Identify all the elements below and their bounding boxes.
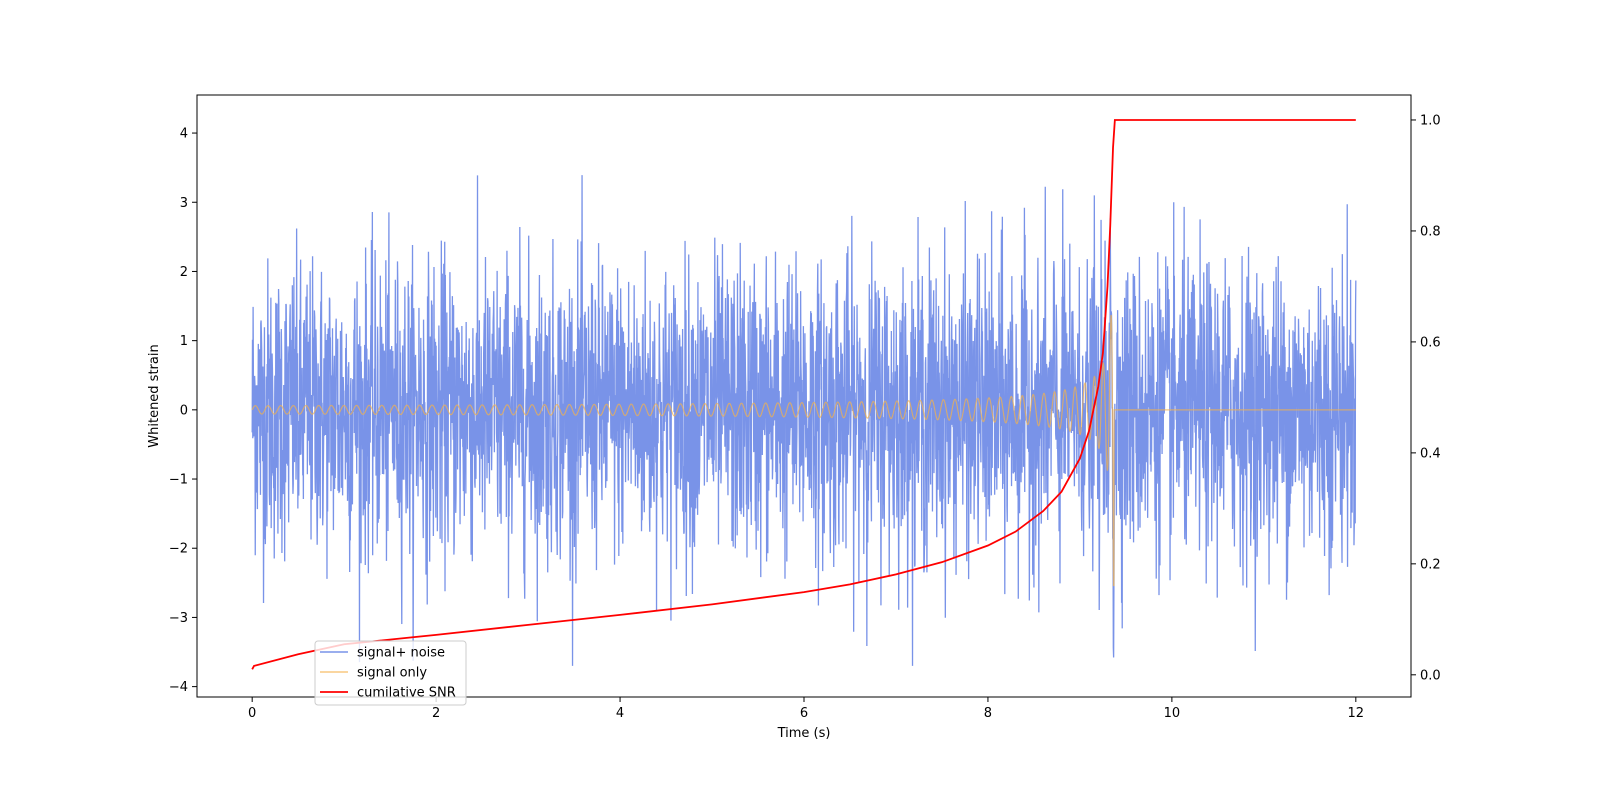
x-axis-label: Time (s) (777, 726, 831, 741)
y-tick-label: −4 (169, 680, 188, 695)
y2-tick-label: 0.0 (1420, 668, 1441, 683)
y2-tick-label: 1.0 (1420, 113, 1441, 128)
cumulative-snr-series (251, 119, 1356, 670)
legend-label: signal+ noise (357, 646, 445, 661)
signal-noise-series (251, 175, 1357, 666)
y-tick-label: −2 (169, 542, 188, 557)
x-tick-label: 0 (248, 706, 256, 721)
cumulative-snr-line (251, 119, 1356, 670)
signal-only-series (251, 314, 1356, 587)
y-axis-label: Whitened strain (147, 344, 162, 447)
y-tick-label: 0 (180, 403, 188, 418)
y-tick-label: 1 (180, 334, 188, 349)
legend-label: cumilative SNR (357, 686, 456, 701)
x-tick-label: 10 (1164, 706, 1181, 721)
y2-tick-label: 0.4 (1420, 446, 1441, 461)
y-axis-left: −4 −3 −2 −1 0 1 2 3 4 (169, 127, 197, 695)
legend: signal+ noise signal only cumilative SNR (314, 640, 467, 706)
y-tick-label: 3 (180, 196, 188, 211)
y2-tick-label: 0.2 (1420, 557, 1441, 572)
y2-tick-label: 0.8 (1420, 224, 1441, 239)
legend-box (314, 640, 467, 706)
x-axis: 0 2 4 6 8 10 12 (248, 697, 1364, 721)
y-tick-label: 4 (180, 127, 188, 142)
signal-noise-line (251, 175, 1357, 666)
x-tick-label: 12 (1348, 706, 1365, 721)
x-tick-label: 8 (984, 706, 992, 721)
y-axis-right: 0.0 0.2 0.4 0.6 0.8 1.0 (1411, 113, 1441, 683)
y-tick-label: −3 (169, 611, 188, 626)
y-tick-label: −1 (169, 473, 188, 488)
y2-tick-label: 0.6 (1420, 335, 1441, 350)
x-tick-label: 6 (800, 706, 808, 721)
legend-label: signal only (357, 666, 427, 681)
signal-only-line (251, 314, 1356, 587)
x-tick-label: 2 (432, 706, 440, 721)
y-tick-label: 2 (180, 265, 188, 280)
x-tick-label: 4 (616, 706, 624, 721)
